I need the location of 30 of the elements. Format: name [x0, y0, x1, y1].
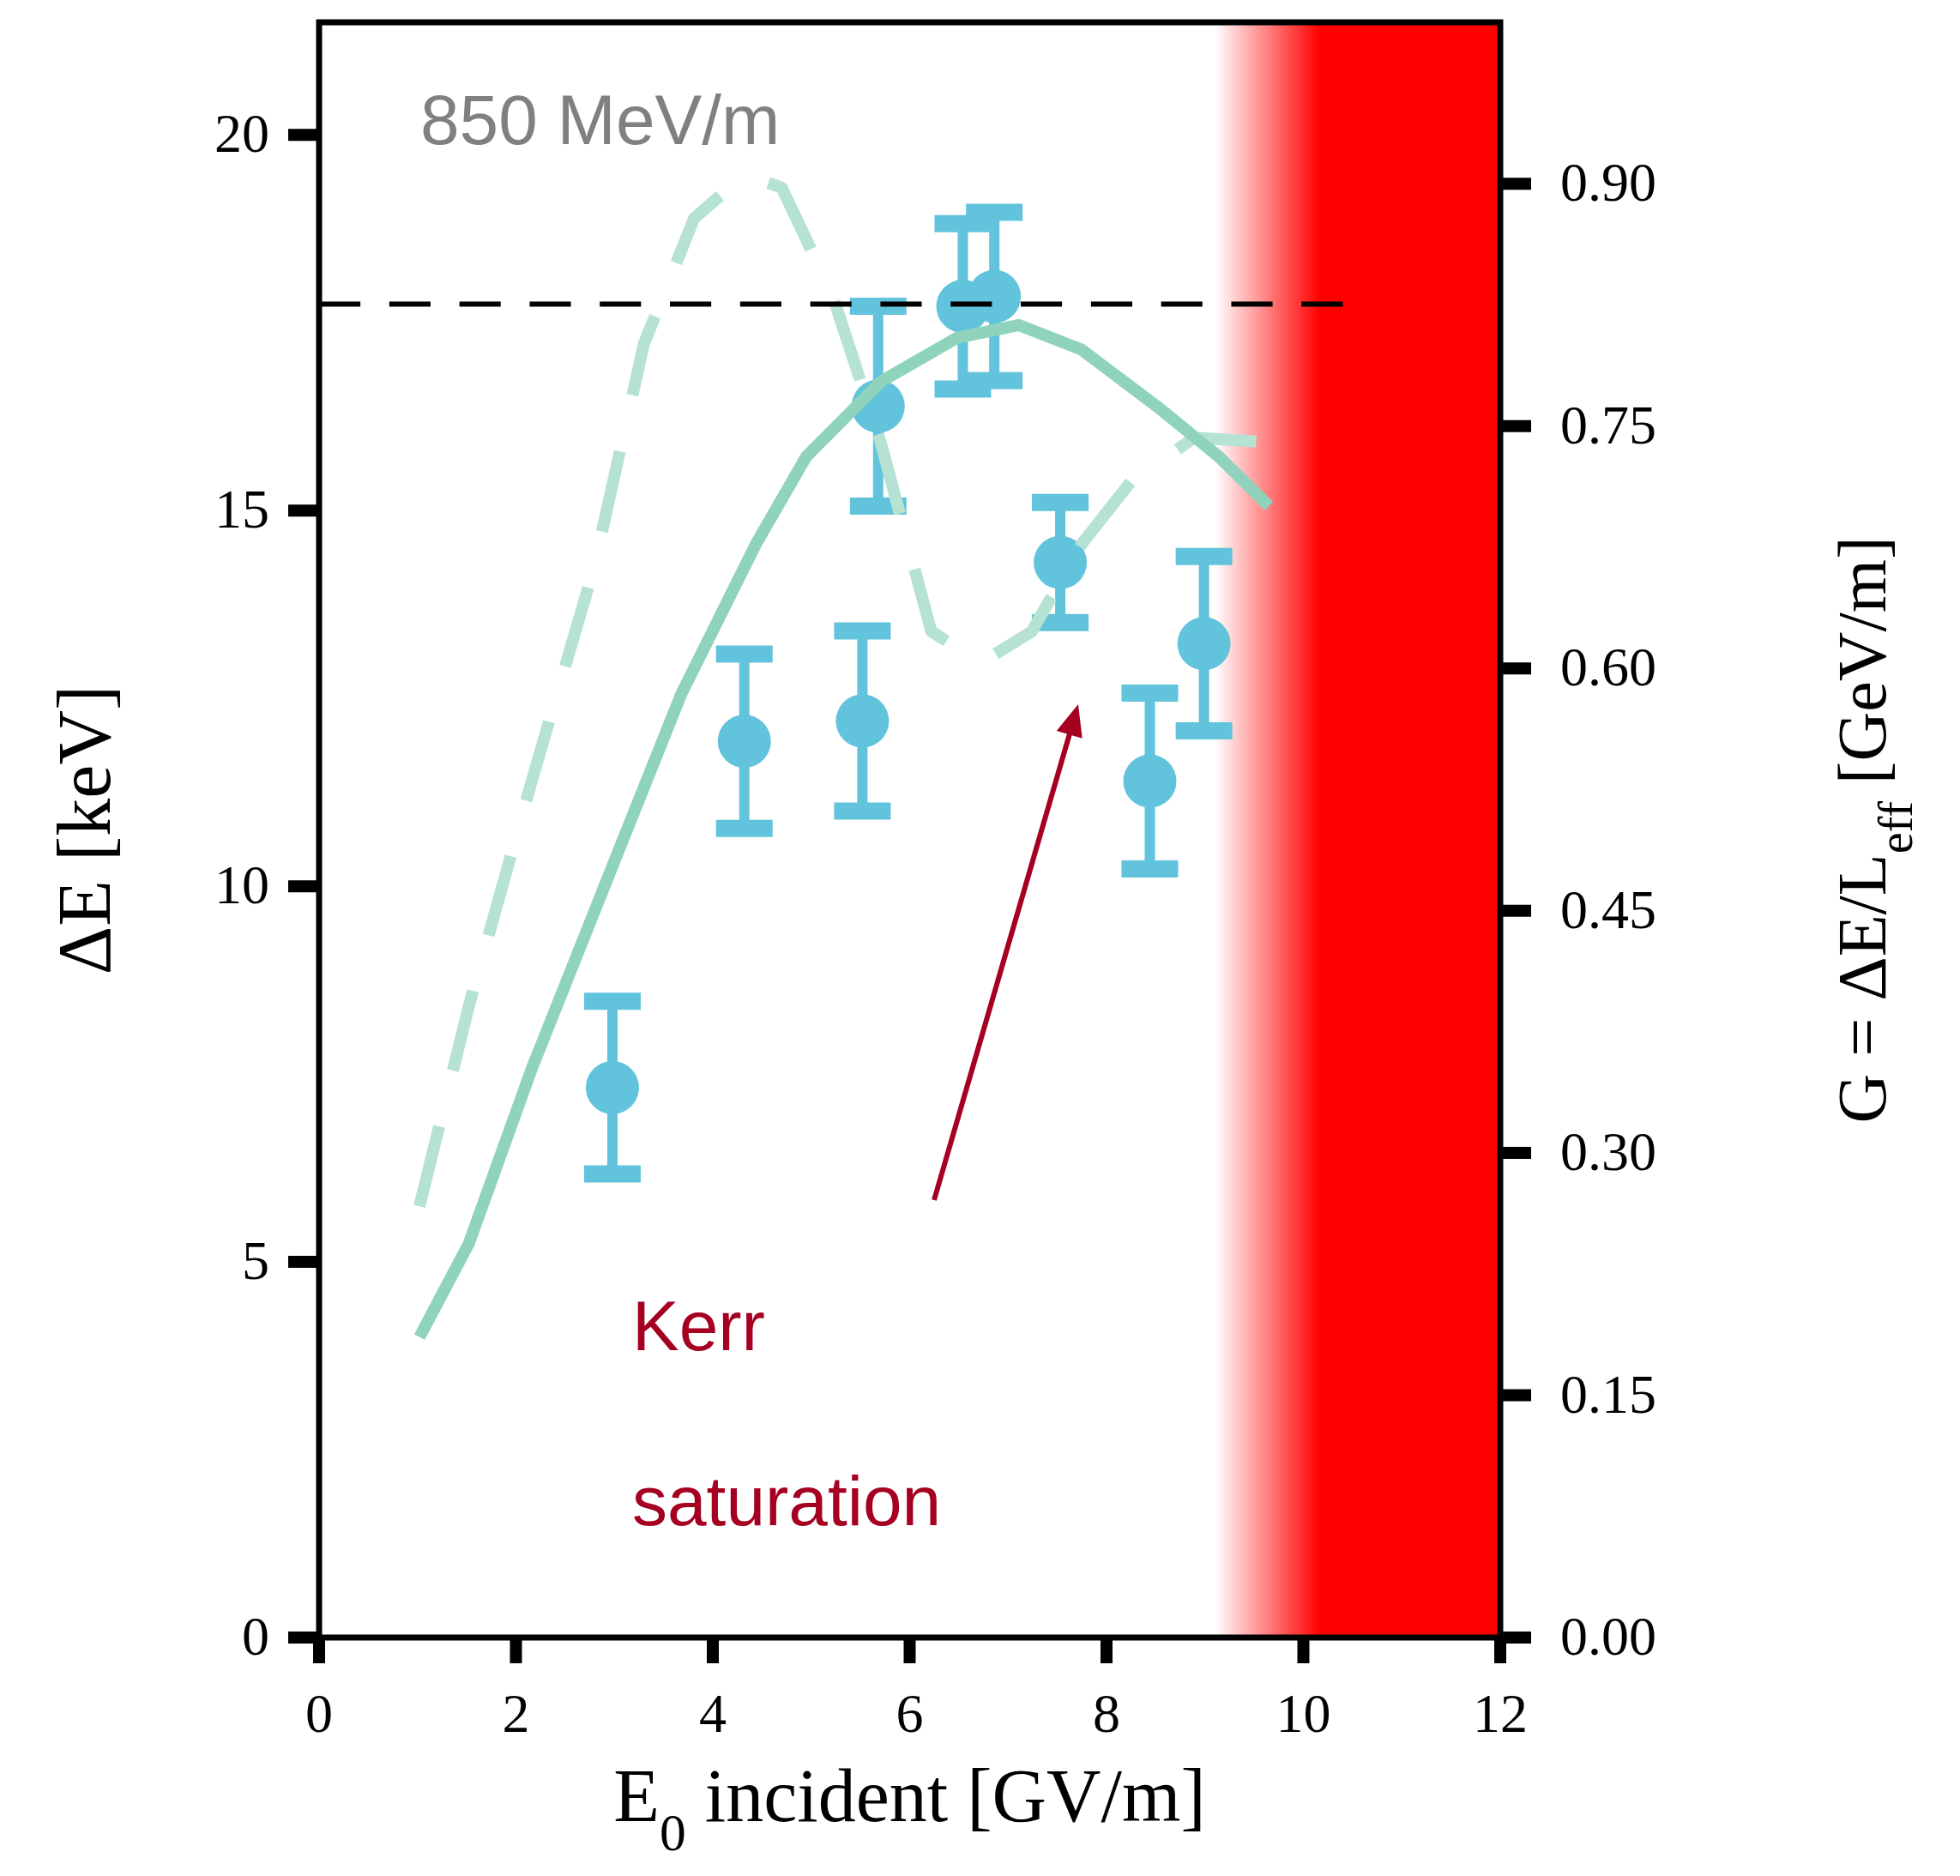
point	[835, 694, 890, 748]
x-tick-label: 12	[1473, 1683, 1528, 1744]
y-tick-label: 15	[214, 479, 269, 540]
x-tick-label: 8	[1093, 1683, 1120, 1744]
x-tick-label: 6	[896, 1683, 924, 1744]
y2-tick-label: 0.75	[1560, 394, 1656, 455]
y2-tick-label: 0.60	[1560, 636, 1656, 698]
y-tick-label: 0	[242, 1606, 269, 1667]
y-tick-label: 20	[214, 103, 269, 165]
point	[585, 1060, 639, 1114]
point	[1123, 754, 1177, 808]
y2-tick-label: 0.30	[1560, 1121, 1656, 1183]
x-tick-label: 0	[305, 1683, 333, 1744]
y2-tick-label: 0.90	[1560, 152, 1656, 214]
point	[1177, 617, 1231, 671]
y2-tick-label: 0.45	[1560, 878, 1656, 940]
y2-tick-label: 0.00	[1560, 1606, 1656, 1667]
annotation: 850 MeV/m	[420, 81, 781, 159]
y-tick-label: 10	[214, 854, 269, 916]
point	[717, 715, 771, 769]
x-axis-title: E$_{0}$ incident [GV/m]	[613, 1754, 1206, 1861]
x-tick-label: 2	[502, 1683, 530, 1744]
y-tick-label: 5	[242, 1230, 269, 1292]
annotation: saturation	[632, 1462, 942, 1540]
x-tick-label: 4	[699, 1683, 727, 1744]
y2-tick-label: 0.15	[1560, 1363, 1656, 1425]
x-tick-label: 10	[1276, 1683, 1331, 1744]
y-axis-title: ΔE [keV]	[43, 685, 126, 975]
point	[1034, 535, 1088, 589]
annotation: Kerr	[632, 1287, 765, 1365]
